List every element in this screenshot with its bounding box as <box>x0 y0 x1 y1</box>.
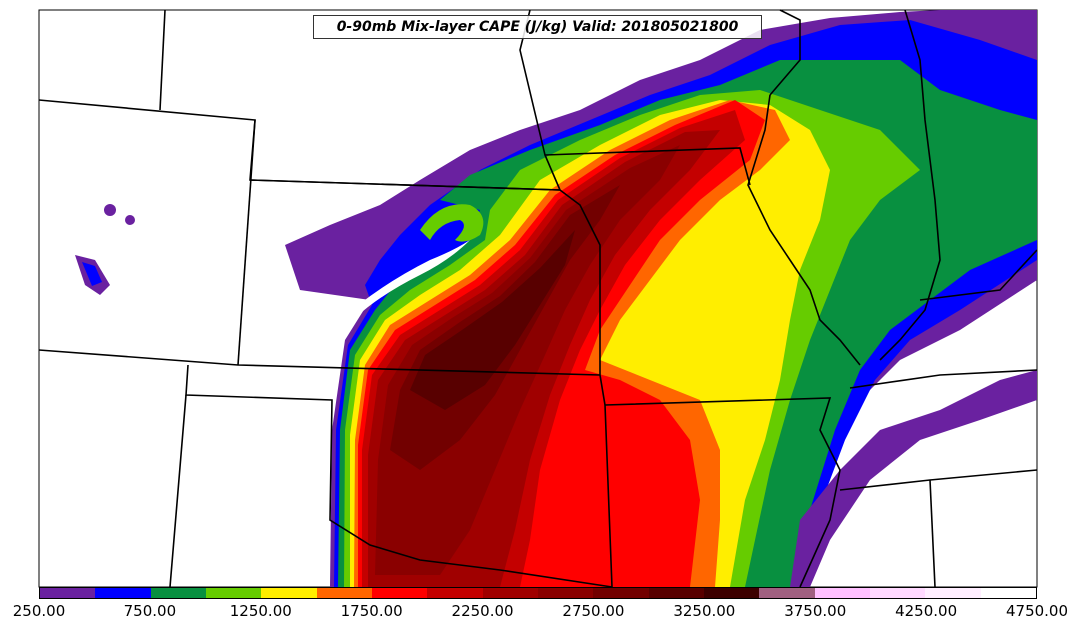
colorbar-segment <box>427 588 483 598</box>
colorbar-segment <box>925 588 981 598</box>
colorbar-tick-label: 4250.00 <box>895 602 958 620</box>
colorbar-tick-label: 2750.00 <box>562 602 625 620</box>
colorbar-segment <box>759 588 815 598</box>
colorbar-segment <box>814 588 870 598</box>
contour-west-dot <box>104 204 116 216</box>
colorbar-tick-label: 1750.00 <box>340 602 403 620</box>
contour-west-blob2 <box>82 262 102 286</box>
contour-2750 <box>375 145 680 575</box>
colorbar-tick-label: 750.00 <box>123 602 177 620</box>
colorbar-segment <box>95 588 151 598</box>
colorbar-tick-label: 1250.00 <box>229 602 292 620</box>
colorbar-segment <box>648 588 704 598</box>
map-title: 0-90mb Mix-layer CAPE (J/kg) Valid: 2018… <box>313 15 762 39</box>
colorbar-segment <box>537 588 594 598</box>
dry-slot <box>340 240 470 320</box>
cape-contours <box>75 10 1037 587</box>
colorbar-segment <box>261 588 317 598</box>
contour-hook <box>420 204 484 242</box>
state-boundaries <box>38 9 1038 588</box>
colorbar-segment <box>371 588 428 598</box>
contour-se-band <box>790 370 1037 587</box>
colorbar-segment <box>316 588 372 598</box>
colorbar-tick-label: 3250.00 <box>673 602 736 620</box>
colorbar-tick-label: 2250.00 <box>451 602 514 620</box>
contour-west-dot2 <box>125 215 135 225</box>
colorbar-tick-label: 3750.00 <box>784 602 847 620</box>
colorbar-segment <box>482 588 538 598</box>
contour-3250 <box>410 230 575 410</box>
colorbar-tick-label: 4750.00 <box>1005 602 1069 620</box>
colorbar-segment <box>205 588 262 598</box>
colorbar-tick-label: 250.00 <box>12 602 66 620</box>
colorbar-segment <box>593 588 649 598</box>
colorbar-segment <box>869 588 926 598</box>
colorbar-segment <box>40 588 96 598</box>
colorbar <box>39 587 1037 599</box>
colorbar-segment <box>703 588 760 598</box>
colorbar-segment <box>150 588 206 598</box>
colorbar-segment <box>980 588 1036 598</box>
